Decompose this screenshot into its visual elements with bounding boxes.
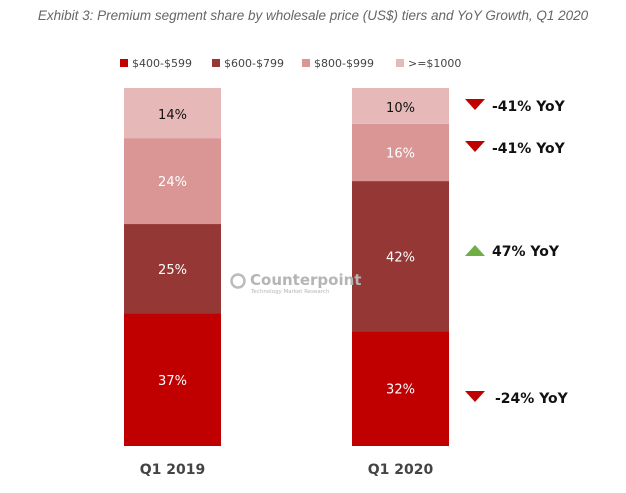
bar-segment — [124, 138, 221, 225]
data-label: 10% — [386, 101, 415, 116]
data-label: 32% — [386, 383, 415, 398]
yoy-label: -24% YoY — [495, 391, 569, 407]
watermark-name: Counterpoint — [250, 271, 361, 289]
legend-swatch — [302, 59, 310, 67]
bar-segment — [352, 88, 449, 124]
legend: $400-$599 $600-$799 $800-$999 >=$1000 — [120, 57, 461, 70]
legend-label: $800-$999 — [314, 57, 374, 70]
up-arrow-icon — [465, 245, 485, 256]
yoy-label: -41% YoY — [492, 141, 566, 157]
legend-swatch — [396, 59, 404, 67]
bar-segment — [352, 331, 449, 446]
data-label: 24% — [158, 175, 187, 190]
legend-label: >=$1000 — [408, 57, 461, 70]
legend-label: $600-$799 — [224, 57, 284, 70]
category-label: Q1 2020 — [368, 462, 434, 478]
bar-segment — [352, 181, 449, 332]
data-label: 25% — [158, 263, 187, 278]
bar-segment — [124, 88, 221, 139]
counterpoint-watermark: Counterpoint Technology Market Research — [230, 271, 361, 295]
yoy-label: -41% YoY — [492, 99, 566, 115]
bars: 37% 25% 24% 14% 32% 42% 16% 10% — [124, 88, 449, 446]
legend-swatch — [120, 59, 128, 67]
chart-title: Exhibit 3: Premium segment share by whol… — [38, 8, 589, 23]
data-label: 16% — [386, 146, 415, 161]
watermark-tagline: Technology Market Research — [250, 289, 330, 295]
yoy-annotations: -41% YoY -41% YoY 47% YoY -24% YoY — [465, 99, 569, 407]
data-label: 42% — [386, 250, 415, 265]
category-labels: Q1 2019 Q1 2020 — [140, 462, 434, 478]
bar-segment — [124, 224, 221, 314]
bar-segment — [124, 313, 221, 446]
bar-segment — [352, 123, 449, 182]
down-arrow-icon — [465, 141, 485, 152]
data-label: 14% — [158, 108, 187, 123]
yoy-label: 47% YoY — [492, 244, 560, 260]
data-label: 37% — [158, 374, 187, 389]
down-arrow-icon — [465, 99, 485, 110]
legend-swatch — [212, 59, 220, 67]
legend-label: $400-$599 — [132, 57, 192, 70]
category-label: Q1 2019 — [140, 462, 205, 478]
down-arrow-icon — [465, 391, 485, 402]
